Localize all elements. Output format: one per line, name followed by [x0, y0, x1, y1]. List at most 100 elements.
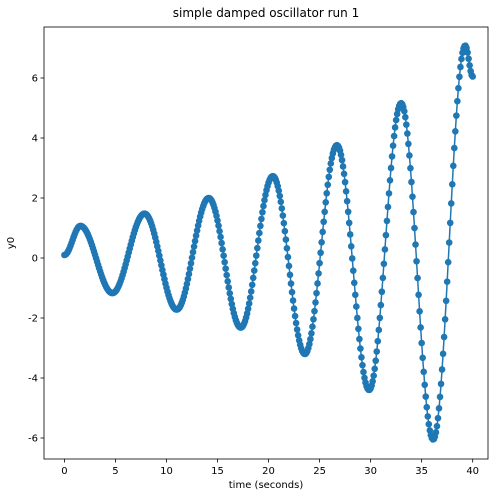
- data-point: [277, 198, 285, 206]
- data-point: [423, 403, 431, 411]
- data-point: [276, 192, 284, 200]
- data-point: [386, 177, 394, 184]
- data-point: [306, 340, 313, 348]
- data-point: [191, 237, 199, 245]
- data-point: [342, 187, 350, 195]
- data-point: [432, 429, 440, 436]
- data-point: [357, 345, 364, 352]
- data-point: [421, 381, 429, 389]
- data-point: [373, 348, 381, 355]
- data-point: [282, 236, 290, 243]
- data-point: [294, 332, 302, 339]
- data-point: [435, 405, 443, 412]
- data-point: [350, 279, 358, 287]
- y-tick-label: 2: [32, 194, 38, 205]
- data-point: [315, 270, 322, 277]
- data-point: [360, 368, 367, 376]
- data-point: [258, 215, 265, 223]
- data-point: [244, 305, 252, 313]
- data-point: [249, 274, 257, 282]
- data-point: [285, 262, 293, 270]
- data-point: [458, 55, 465, 63]
- data-point: [318, 238, 325, 246]
- data-point: [436, 393, 444, 401]
- x-tick-label: 0: [61, 466, 67, 477]
- data-point: [418, 339, 425, 347]
- data-point: [465, 55, 472, 63]
- data-point: [442, 297, 450, 305]
- x-tick-label: 5: [112, 466, 118, 477]
- data-point: [407, 164, 414, 172]
- data-point: [188, 254, 196, 261]
- data-point: [227, 295, 235, 303]
- data-point: [387, 164, 395, 172]
- data-point: [412, 241, 419, 248]
- data-point: [278, 205, 286, 212]
- data-point: [354, 314, 361, 322]
- data-point: [314, 280, 321, 287]
- data-point: [308, 330, 315, 337]
- x-axis: 0 5 10 15 20 25 30 35 40: [61, 459, 479, 477]
- y-tick-label: 0: [32, 254, 38, 265]
- data-point: [323, 189, 331, 197]
- data-point: [408, 178, 415, 186]
- data-point: [189, 248, 197, 256]
- data-point: [422, 393, 430, 400]
- data-point: [317, 249, 324, 257]
- data-point: [452, 127, 459, 135]
- data-point: [311, 307, 318, 315]
- data-point: [184, 275, 192, 283]
- data-point: [261, 196, 268, 204]
- data-point: [454, 97, 461, 105]
- data-point: [185, 270, 193, 278]
- data-point: [416, 308, 423, 315]
- data-point: [286, 271, 294, 279]
- data-point: [453, 112, 460, 119]
- data-point: [443, 278, 451, 286]
- data-point: [219, 245, 226, 253]
- x-tick-label: 25: [313, 466, 326, 477]
- data-point: [441, 315, 449, 323]
- x-tick-label: 30: [364, 466, 377, 477]
- series-line: [64, 44, 474, 441]
- data-point: [246, 294, 254, 302]
- data-point: [248, 281, 256, 289]
- data-point: [193, 227, 201, 234]
- data-point: [259, 208, 266, 216]
- data-point: [279, 212, 287, 219]
- data-point: [359, 361, 366, 369]
- data-point: [346, 231, 354, 238]
- plot-frame: [43, 26, 489, 460]
- data-point: [320, 218, 327, 226]
- data-point: [310, 315, 317, 323]
- data-point: [380, 260, 388, 268]
- data-point: [424, 413, 432, 420]
- data-point: [345, 219, 353, 227]
- data-point: [316, 259, 323, 267]
- data-point: [420, 368, 428, 376]
- data-point: [466, 62, 473, 69]
- data-point: [192, 232, 200, 240]
- data-point: [216, 227, 223, 235]
- data-point: [309, 323, 316, 330]
- data-point: [448, 181, 456, 188]
- data-point: [341, 178, 349, 186]
- data-point: [377, 301, 385, 309]
- data-point: [313, 289, 320, 297]
- data-point: [384, 203, 392, 211]
- data-point: [344, 208, 352, 216]
- data-point: [217, 233, 224, 241]
- data-point: [256, 229, 263, 237]
- data-point: [390, 132, 398, 140]
- data-point: [413, 257, 420, 265]
- data-point: [319, 228, 326, 236]
- data-point: [352, 291, 359, 299]
- data-point: [250, 267, 258, 274]
- data-point: [450, 162, 457, 170]
- data-point: [446, 219, 454, 227]
- data-point: [383, 217, 391, 225]
- data-point: [355, 325, 362, 333]
- data-point: [434, 414, 442, 422]
- data-point: [451, 144, 458, 152]
